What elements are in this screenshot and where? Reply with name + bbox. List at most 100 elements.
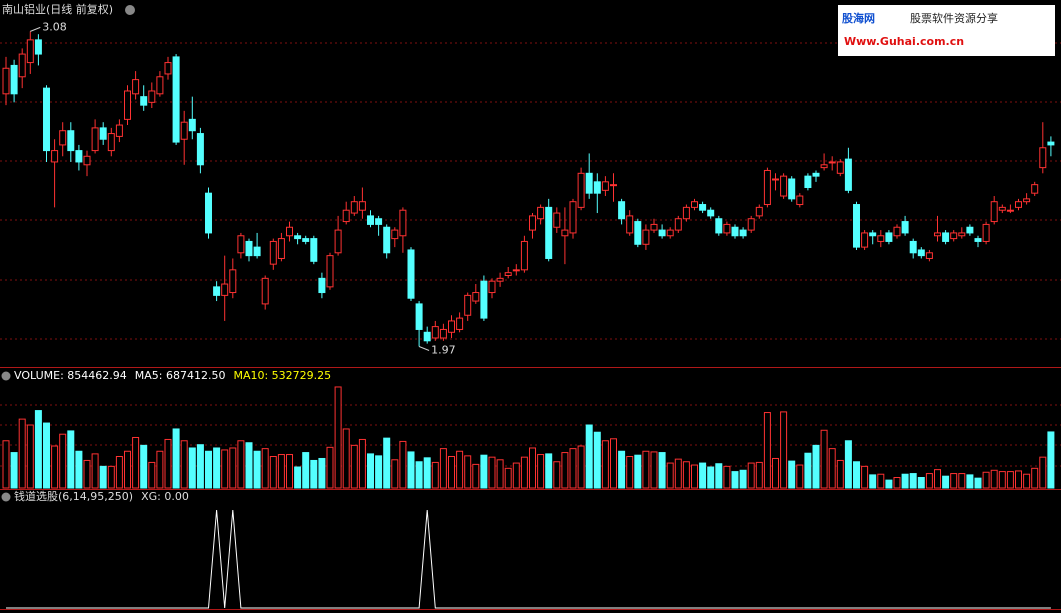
volume-bar xyxy=(464,455,472,489)
candle-body xyxy=(1039,147,1047,169)
volume-bar xyxy=(691,464,698,489)
volume-bar xyxy=(642,450,650,489)
indicator-title: 钱道选股(6,14,95,250) xyxy=(14,489,133,503)
annotation-leader xyxy=(30,26,41,32)
volume-bar xyxy=(1015,470,1022,489)
candle-body xyxy=(107,133,115,152)
candle-body xyxy=(739,229,747,237)
candle-body xyxy=(966,226,974,234)
candle-body xyxy=(164,62,172,75)
volume-bar xyxy=(164,438,172,489)
volume-bar xyxy=(844,440,852,489)
volume-bar xyxy=(893,477,901,489)
volume-bar xyxy=(520,456,528,489)
candle-body xyxy=(205,192,212,234)
menu-icon[interactable] xyxy=(1,492,11,502)
candle-body xyxy=(294,235,302,240)
candle-body xyxy=(480,280,488,319)
volume-bar xyxy=(43,422,50,489)
candle-body xyxy=(1023,198,1031,203)
price-grid xyxy=(0,42,1061,467)
candle-body xyxy=(431,326,439,339)
volume-bar xyxy=(310,459,318,489)
candle-body xyxy=(682,206,690,220)
url: Www.Guhai.com.cn xyxy=(844,35,964,48)
volume-bar xyxy=(909,473,917,489)
volume-bar xyxy=(334,386,342,489)
volume-bar xyxy=(350,444,358,489)
candle-body xyxy=(545,206,553,259)
volume-bar xyxy=(658,452,666,489)
candle-body xyxy=(43,87,50,152)
candle-body xyxy=(901,221,909,234)
candle-body xyxy=(723,223,731,234)
volume-bar xyxy=(634,454,642,489)
volume-bar xyxy=(423,457,431,489)
volume-bar xyxy=(431,461,439,489)
volume-bar xyxy=(715,463,723,489)
volume-bar xyxy=(205,450,212,489)
candle-body xyxy=(472,292,480,302)
candle-body xyxy=(917,249,925,257)
volume-bar xyxy=(51,445,59,489)
candle-body xyxy=(350,201,358,214)
legend-entry: MA5: 687412.50 xyxy=(135,369,226,382)
volume-bar xyxy=(917,477,925,489)
volume-bar xyxy=(950,473,958,489)
volume-bar xyxy=(772,457,779,489)
volume-bar xyxy=(383,437,391,489)
volume-bar xyxy=(747,462,755,489)
volume-bar xyxy=(925,473,933,489)
volume-bar xyxy=(391,459,399,489)
candle-body xyxy=(699,204,707,211)
candle-body xyxy=(780,175,788,197)
volume-bar xyxy=(245,442,253,489)
candle-body xyxy=(934,232,941,237)
volume-bar xyxy=(91,453,99,489)
volume-bar xyxy=(990,469,998,489)
menu-icon[interactable] xyxy=(1,371,11,381)
volume-bar xyxy=(545,453,553,489)
volume-bar xyxy=(901,473,909,489)
candle-body xyxy=(245,240,253,257)
candle-body xyxy=(763,169,771,206)
volume-bar xyxy=(318,457,326,489)
volume-bar xyxy=(1023,473,1031,489)
volume-bar xyxy=(553,461,561,489)
candle-body xyxy=(464,294,472,316)
volume-bar xyxy=(869,474,877,489)
volume-bar xyxy=(610,438,617,489)
volume-bar xyxy=(529,447,536,489)
volume-bar xyxy=(618,450,626,489)
volume-bar xyxy=(480,454,488,489)
candle-body xyxy=(593,181,601,194)
candle-body xyxy=(253,246,261,257)
volume-bar xyxy=(739,469,747,489)
candle-body xyxy=(537,206,545,220)
volume-bar xyxy=(132,436,140,489)
volume-bar xyxy=(83,459,91,489)
volume-bar xyxy=(723,465,731,489)
volume-bar xyxy=(537,454,545,489)
volume-bar xyxy=(650,451,658,489)
volume-bar xyxy=(148,461,156,489)
legend-entry: VOLUME: 854462.94 xyxy=(14,369,127,382)
candle-body xyxy=(383,226,391,254)
volume-bar xyxy=(966,474,974,489)
volume-bar xyxy=(75,450,83,489)
volume-bar xyxy=(682,461,690,489)
volume-bar xyxy=(302,452,310,489)
volume-bar xyxy=(407,451,415,489)
candle-body xyxy=(59,130,67,146)
candle-body xyxy=(18,53,26,78)
candle-body xyxy=(747,218,755,231)
chart-title: 南山铝业(日线 前复权) xyxy=(2,2,113,16)
menu-icon[interactable] xyxy=(125,5,135,15)
candle-body xyxy=(269,240,277,265)
volume-bar xyxy=(763,412,771,489)
candle-body xyxy=(836,161,844,174)
candle-body xyxy=(755,206,763,217)
volume-bar xyxy=(593,431,601,489)
indicator-line xyxy=(6,509,1051,609)
legend-entry: MA10: 532729.25 xyxy=(233,369,331,382)
